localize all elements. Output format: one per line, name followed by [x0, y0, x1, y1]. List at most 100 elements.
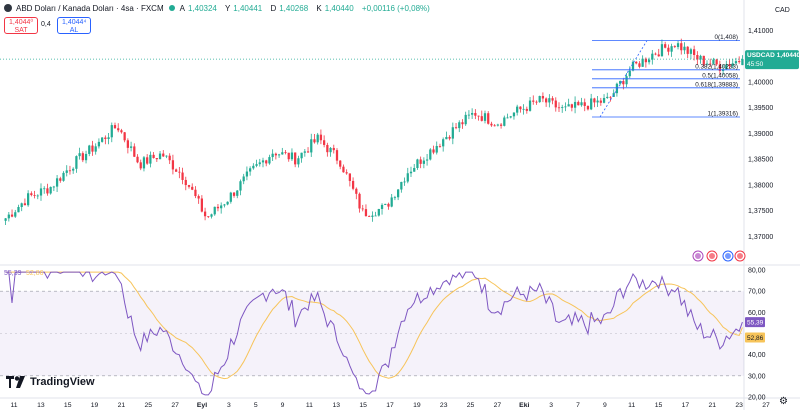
- candle-body[interactable]: [429, 149, 432, 160]
- candle-body[interactable]: [203, 211, 207, 217]
- candle-body[interactable]: [693, 49, 696, 55]
- candle-body[interactable]: [647, 59, 651, 63]
- candle-body[interactable]: [725, 64, 728, 70]
- symbol-title[interactable]: ABD Doları / Kanada Doları · 4sa · FXCM: [16, 3, 164, 13]
- candle-body[interactable]: [242, 176, 245, 182]
- candle-body[interactable]: [33, 195, 36, 196]
- candle-body[interactable]: [667, 47, 670, 52]
- candle-body[interactable]: [406, 173, 409, 182]
- candle-body[interactable]: [294, 152, 297, 165]
- candle-body[interactable]: [458, 122, 461, 129]
- candle-body[interactable]: [75, 156, 78, 169]
- candle-body[interactable]: [664, 44, 667, 48]
- candle-body[interactable]: [36, 195, 39, 197]
- candle-body[interactable]: [329, 147, 332, 153]
- candle-body[interactable]: [232, 192, 236, 196]
- candle-body[interactable]: [696, 54, 699, 60]
- candle-body[interactable]: [281, 152, 284, 155]
- candle-body[interactable]: [181, 172, 184, 180]
- candle-body[interactable]: [516, 106, 519, 113]
- tradingview-logo[interactable]: TradingView: [6, 376, 95, 388]
- candle-body[interactable]: [499, 124, 503, 126]
- candle-body[interactable]: [573, 101, 577, 108]
- candle-body[interactable]: [133, 146, 136, 157]
- candle-body[interactable]: [715, 59, 718, 65]
- candle-body[interactable]: [374, 215, 377, 217]
- candle-body[interactable]: [731, 63, 734, 67]
- candle-body[interactable]: [17, 207, 20, 213]
- candle-body[interactable]: [683, 46, 686, 51]
- candle-body[interactable]: [593, 98, 596, 103]
- candle-body[interactable]: [702, 55, 705, 65]
- candle-body[interactable]: [101, 137, 104, 142]
- candle-body[interactable]: [709, 63, 712, 65]
- candle-body[interactable]: [287, 152, 290, 160]
- candle-body[interactable]: [97, 141, 101, 147]
- candle-body[interactable]: [519, 106, 522, 110]
- candle-body[interactable]: [425, 159, 429, 161]
- candle-body[interactable]: [602, 97, 606, 103]
- candle-body[interactable]: [509, 116, 512, 118]
- candle-body[interactable]: [351, 180, 355, 189]
- candle-body[interactable]: [207, 216, 210, 218]
- candle-body[interactable]: [496, 124, 499, 126]
- rsi-line[interactable]: [5, 271, 743, 396]
- candle-body[interactable]: [680, 43, 683, 51]
- candle-body[interactable]: [7, 214, 10, 219]
- candle-body[interactable]: [503, 117, 506, 126]
- candle-body[interactable]: [175, 169, 178, 172]
- candle-body[interactable]: [216, 206, 220, 209]
- candle-body[interactable]: [493, 125, 496, 127]
- candle-body[interactable]: [252, 165, 255, 169]
- candle-body[interactable]: [155, 158, 158, 160]
- candle-body[interactable]: [464, 114, 467, 125]
- candle-body[interactable]: [364, 209, 368, 217]
- candle-body[interactable]: [52, 186, 55, 188]
- candle-body[interactable]: [622, 81, 625, 85]
- candle-body[interactable]: [258, 162, 261, 165]
- candle-body[interactable]: [400, 181, 403, 190]
- candle-body[interactable]: [20, 203, 23, 208]
- candle-body[interactable]: [380, 204, 384, 209]
- candle-body[interactable]: [580, 102, 583, 106]
- candle-body[interactable]: [670, 46, 673, 52]
- candle-body[interactable]: [271, 153, 274, 158]
- candle-body[interactable]: [628, 70, 631, 77]
- candle-body[interactable]: [641, 58, 644, 67]
- candle-body[interactable]: [474, 112, 477, 116]
- candle-body[interactable]: [152, 154, 155, 159]
- candle-body[interactable]: [62, 172, 65, 181]
- candle-body[interactable]: [548, 98, 551, 103]
- candle-body[interactable]: [586, 105, 590, 110]
- candle-body[interactable]: [660, 44, 664, 57]
- candle-body[interactable]: [442, 139, 445, 147]
- candle-body[interactable]: [564, 106, 567, 108]
- candle-body[interactable]: [358, 193, 361, 209]
- candle-body[interactable]: [361, 208, 364, 210]
- candle-body[interactable]: [300, 152, 303, 159]
- candle-body[interactable]: [4, 218, 7, 221]
- candle-body[interactable]: [10, 214, 14, 217]
- candle-body[interactable]: [541, 96, 545, 99]
- candle-body[interactable]: [323, 140, 326, 145]
- candle-body[interactable]: [419, 159, 422, 164]
- candle-body[interactable]: [561, 107, 564, 108]
- candle-body[interactable]: [213, 206, 216, 215]
- candle-body[interactable]: [27, 193, 30, 206]
- candle-body[interactable]: [342, 166, 345, 173]
- candle-body[interactable]: [43, 188, 46, 190]
- candle-body[interactable]: [393, 197, 397, 199]
- candle-body[interactable]: [255, 164, 258, 166]
- candle-body[interactable]: [107, 137, 110, 140]
- candle-body[interactable]: [461, 122, 464, 125]
- candle-body[interactable]: [432, 149, 435, 153]
- candle-body[interactable]: [39, 188, 43, 196]
- candle-body[interactable]: [435, 146, 438, 153]
- candle-body[interactable]: [368, 216, 371, 217]
- candle-body[interactable]: [23, 203, 27, 206]
- candle-body[interactable]: [590, 98, 593, 110]
- candle-body[interactable]: [631, 61, 635, 71]
- candle-body[interactable]: [162, 153, 165, 157]
- candle-body[interactable]: [699, 55, 702, 60]
